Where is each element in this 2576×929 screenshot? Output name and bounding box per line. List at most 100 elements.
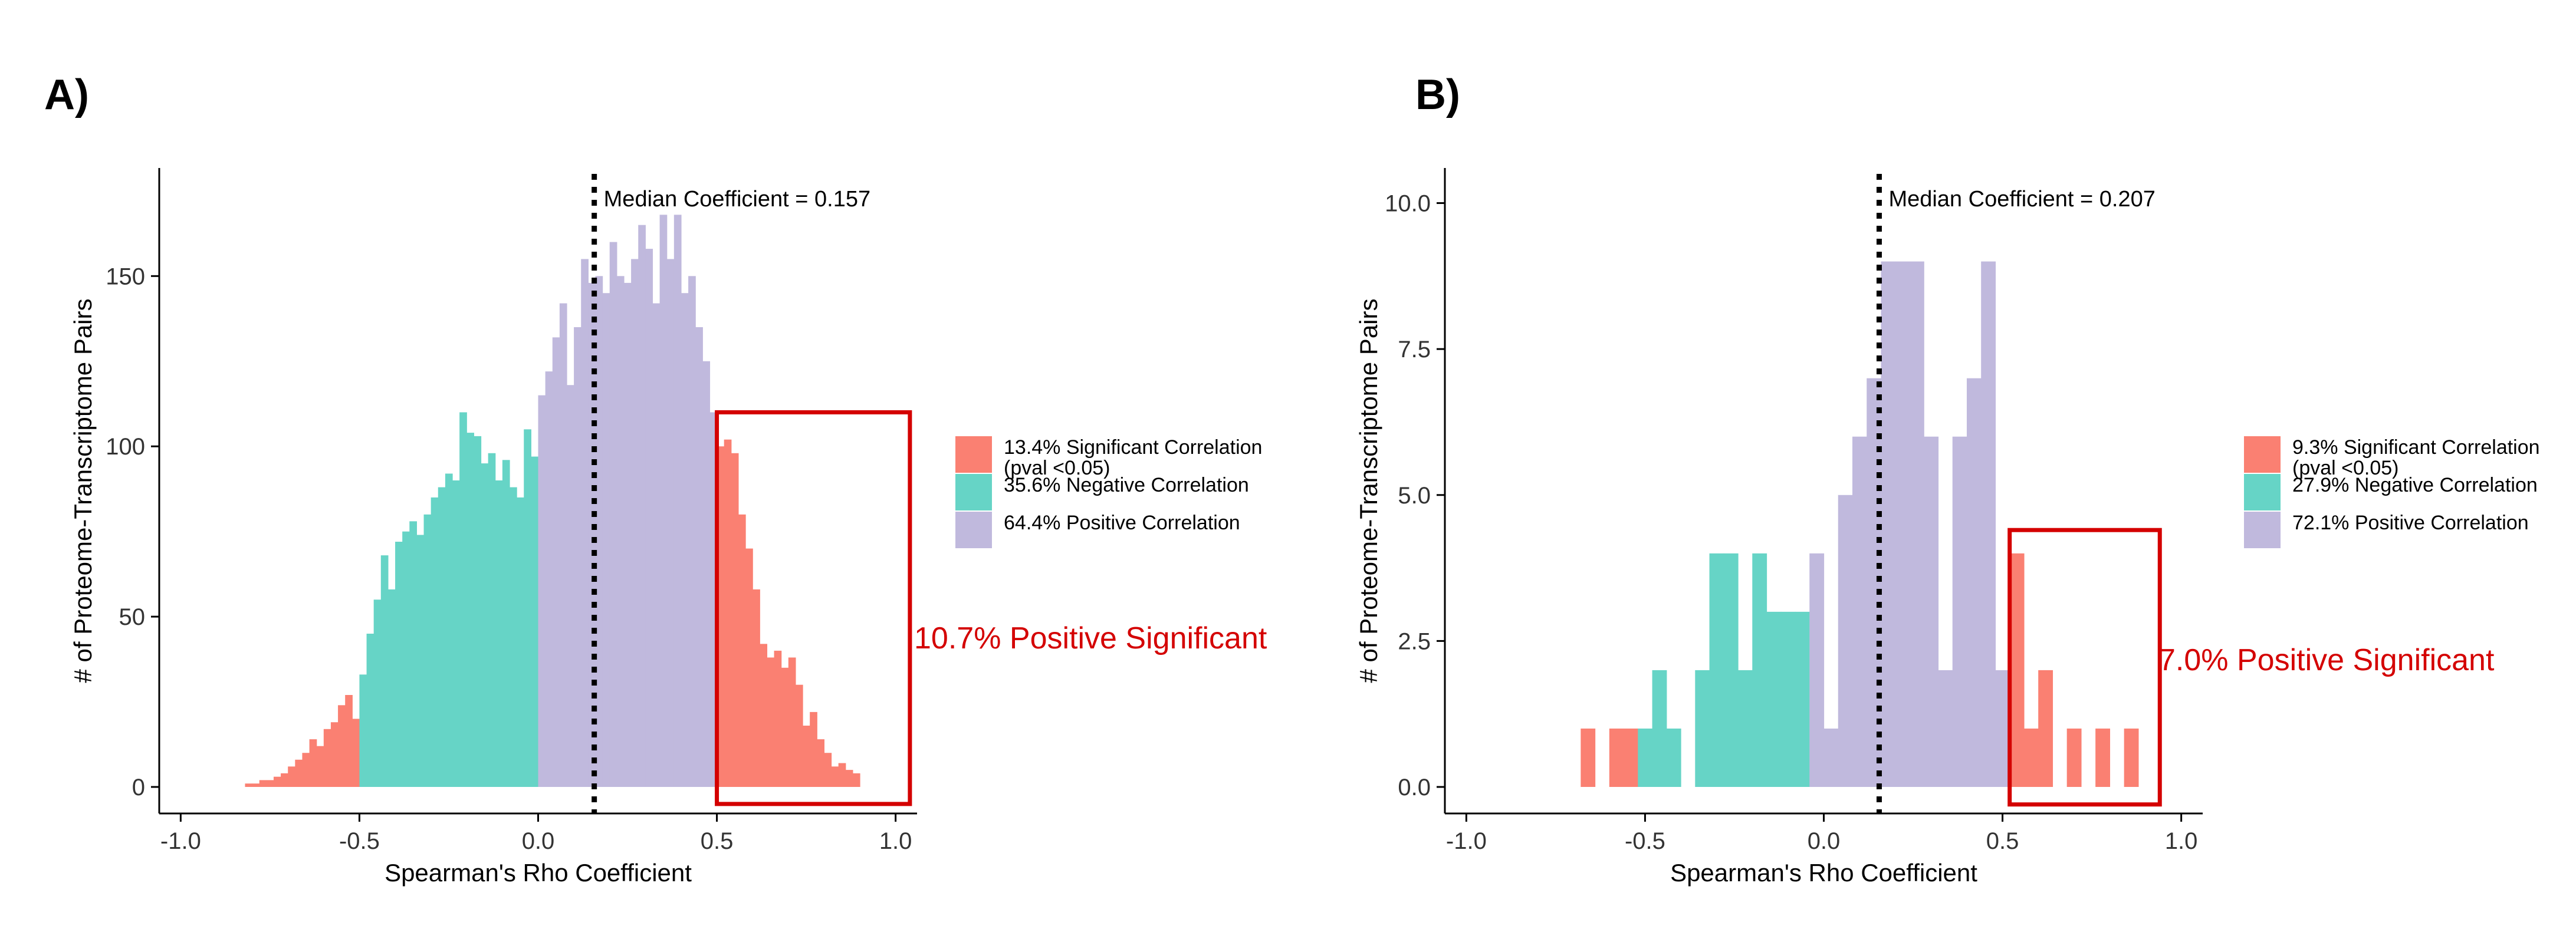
histogram-bar: [474, 436, 482, 787]
histogram-bar: [552, 337, 560, 787]
histogram-bar: [423, 514, 432, 787]
chart-panel-b: Median Coefficient = 0.207 0.0 2.5 5.0 7.5 10…: [1355, 168, 2540, 887]
histogram-bar: [1766, 611, 1782, 787]
histogram-bar: [1581, 728, 1596, 787]
histogram-bar: [845, 770, 853, 787]
median-label: Median Coefficient = 0.157: [604, 187, 870, 212]
legend: 9.3% Significant Correlation(pval <0.05)…: [2244, 436, 2540, 548]
histogram-bar: [702, 361, 711, 787]
y-axis-label: # of Proteome-Transcriptome Pairs: [1355, 298, 1382, 683]
histogram-bar: [395, 542, 403, 787]
histogram-bar: [295, 759, 303, 787]
x-tick-label: -0.5: [339, 828, 380, 854]
y-tick-label: 100: [106, 434, 145, 460]
y-tick-label: 0: [132, 775, 145, 800]
histogram-bar: [774, 650, 782, 787]
y-tick-label: 150: [106, 263, 145, 289]
histogram-bar: [373, 599, 382, 787]
histogram-bar: [338, 705, 346, 787]
x-tick-label: 1.0: [2165, 828, 2198, 854]
histogram-bar: [510, 487, 517, 787]
histogram-bar: [738, 514, 746, 787]
histogram-bar: [803, 726, 810, 787]
x-tick-label: 0.5: [701, 828, 734, 854]
histogram-bar: [1780, 611, 1796, 787]
histogram-bar: [652, 303, 661, 787]
y-axis-label: # of Proteome-Transcriptome Pairs: [69, 298, 97, 683]
histogram-bar: [753, 589, 760, 787]
histogram-bar: [1666, 728, 1681, 787]
histogram-bar: [1823, 728, 1839, 787]
histogram-bar: [459, 412, 467, 787]
legend-label: 13.4% Significant Correlation: [1004, 436, 1262, 459]
histogram-bar: [545, 371, 553, 787]
histogram-bar: [2038, 670, 2053, 787]
histogram-bar: [266, 780, 274, 787]
highlight-label: 10.7% Positive Significant: [914, 621, 1267, 655]
x-tick-label: 0.0: [522, 828, 555, 854]
legend-label-note: (pval <0.05): [1004, 457, 1110, 479]
histogram-bar: [2023, 728, 2039, 787]
x-tick-label: -0.5: [1625, 828, 1665, 854]
histogram-bar: [609, 242, 617, 787]
histogram-bar: [1881, 261, 1896, 787]
histogram-bar: [2095, 728, 2111, 787]
histogram-bar: [323, 729, 331, 787]
histogram-bar: [1909, 261, 1924, 787]
histogram-bar: [581, 259, 589, 787]
histogram-bar: [431, 497, 439, 787]
x-tick-label: 1.0: [879, 828, 912, 854]
histogram-bar: [488, 453, 496, 787]
histogram-bar: [559, 303, 567, 787]
histogram-bar: [666, 259, 675, 787]
histogram-bar: [838, 763, 846, 787]
histogram-bar: [1952, 436, 1967, 787]
histogram-bar: [673, 215, 682, 788]
y-tick-label: 5.0: [1398, 483, 1431, 509]
legend-swatch: [955, 436, 992, 473]
histogram-bar: [409, 521, 418, 787]
histogram-bar: [688, 276, 696, 788]
histogram-bar: [1995, 670, 2010, 787]
histogram-bar: [531, 456, 539, 787]
histogram-bar: [481, 463, 489, 787]
histogram-bar: [1795, 611, 1810, 787]
legend-label: 35.6% Negative Correlation: [1004, 474, 1249, 496]
histogram-bar: [366, 634, 374, 787]
histogram-bar: [2066, 728, 2082, 787]
x-tick-label: -1.0: [160, 828, 201, 854]
histogram-bar: [616, 276, 625, 788]
histogram-bar: [452, 480, 460, 787]
histogram-bar: [445, 473, 453, 787]
histogram-bar: [359, 674, 367, 787]
histogram-bar: [602, 293, 610, 788]
histogram-bar: [502, 460, 510, 787]
histogram-bar: [681, 293, 689, 788]
histogram-bar: [595, 276, 603, 788]
histogram-bar: [1809, 553, 1825, 787]
histogram-bar: [631, 259, 639, 787]
histogram-bar: [524, 429, 531, 787]
legend-swatch: [955, 474, 992, 510]
histogram-bar: [1867, 378, 1882, 787]
histogram-bar: [402, 531, 410, 787]
histogram-bar: [659, 215, 668, 788]
y-tick-label: 7.5: [1398, 337, 1431, 363]
legend-swatch: [2244, 474, 2281, 510]
legend: 13.4% Significant Correlation(pval <0.05…: [955, 436, 1262, 548]
highlight-box: [2007, 528, 2162, 807]
legend-label: 27.9% Negative Correlation: [2292, 474, 2538, 496]
histogram-bar: [1624, 728, 1638, 787]
histogram-bar: [316, 746, 324, 787]
histogram-bar: [288, 766, 295, 787]
histogram-bar: [795, 684, 803, 787]
legend-swatch: [2244, 436, 2281, 473]
histogram-bar: [1752, 553, 1767, 787]
y-tick-label: 10.0: [1385, 191, 1431, 217]
histogram-bar: [810, 711, 817, 787]
legend-label: 9.3% Significant Correlation: [2292, 436, 2540, 459]
histogram-bar: [2009, 553, 2025, 787]
histogram-bar: [1924, 436, 1939, 787]
histogram-bar: [1852, 436, 1867, 787]
histogram-bar: [1709, 553, 1724, 787]
